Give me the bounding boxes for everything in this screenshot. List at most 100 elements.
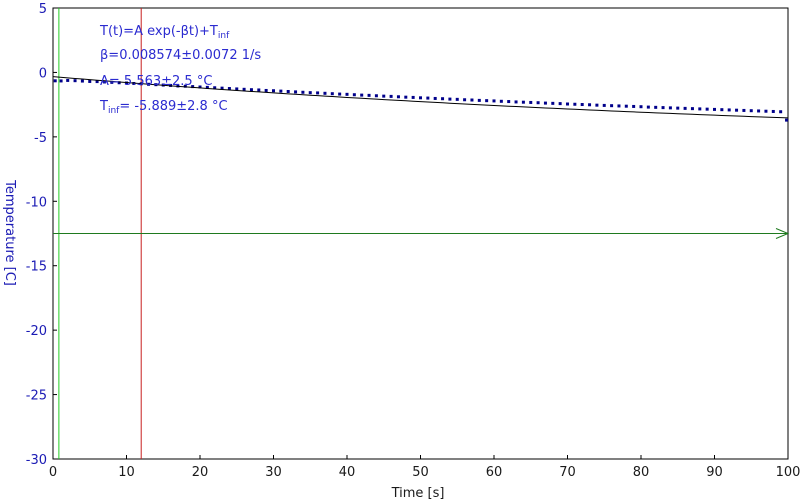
arrow-right-icon	[775, 228, 790, 239]
data-point	[191, 85, 195, 89]
data-point	[433, 96, 437, 100]
data-point	[294, 90, 298, 94]
data-point	[668, 106, 672, 110]
data-point	[345, 92, 349, 96]
data-point	[492, 99, 496, 103]
data-point	[499, 99, 503, 103]
data-point	[301, 90, 305, 94]
data-point	[580, 103, 584, 107]
x-axis-title: Time [s]	[391, 486, 445, 501]
data-point	[566, 102, 569, 106]
x-tick-label: 80	[633, 465, 650, 480]
data-point	[88, 79, 92, 83]
y-tick-label: -5	[34, 131, 47, 146]
data-point	[779, 110, 783, 114]
data-point	[720, 108, 724, 112]
data-point	[757, 109, 761, 113]
data-point	[536, 101, 540, 105]
data-point	[279, 89, 283, 93]
x-tick-label: 20	[192, 465, 209, 480]
data-point	[646, 105, 650, 109]
data-point	[529, 100, 533, 104]
x-tick-label: 50	[412, 465, 429, 480]
y-axis: 5 0 -5 -10 -15 -20 -25 -30	[26, 2, 57, 468]
data-point	[117, 81, 121, 85]
data-point	[624, 104, 628, 108]
data-point	[771, 109, 775, 113]
x-tick-label: 30	[265, 465, 282, 480]
data-point	[205, 85, 209, 89]
data-point	[735, 108, 739, 112]
data-point	[323, 91, 327, 95]
data-point	[338, 92, 342, 96]
data-point	[455, 97, 459, 101]
fit-tinf: Tinf= -5.889±2.8 °C	[99, 99, 228, 116]
data-point	[698, 107, 702, 111]
y-tick-label: 0	[39, 66, 47, 81]
y-tick-label: -10	[26, 195, 47, 210]
y-tick-label: -20	[26, 324, 47, 339]
data-point	[514, 100, 518, 104]
data-point	[272, 89, 275, 93]
data-point	[521, 100, 525, 104]
data-point	[249, 88, 253, 92]
data-point	[59, 79, 63, 83]
data-point	[463, 98, 467, 102]
data-point	[66, 78, 70, 82]
data-point	[441, 97, 445, 101]
data-point	[602, 103, 606, 107]
data-point	[242, 87, 246, 91]
data-point	[53, 79, 57, 83]
y-tick-label: -15	[26, 260, 47, 275]
data-point	[507, 100, 511, 104]
y-tick-label: 5	[39, 2, 47, 17]
data-point	[448, 97, 452, 101]
data-point	[742, 108, 746, 112]
data-point	[595, 103, 599, 107]
y-axis-title: Temperature [C]	[2, 179, 17, 286]
data-point	[632, 104, 636, 108]
data-point	[396, 95, 400, 99]
data-point	[257, 88, 261, 92]
data-point	[749, 109, 753, 113]
data-point	[102, 80, 106, 84]
y-tick-label: -25	[26, 389, 47, 404]
data-point	[477, 98, 481, 102]
data-point	[316, 91, 320, 95]
data-point	[676, 106, 680, 110]
data-point	[573, 102, 577, 106]
data-point	[727, 108, 731, 112]
x-tick-label: 70	[559, 465, 576, 480]
fit-beta: β=0.008574±0.0072 1/s	[100, 48, 261, 63]
data-point	[705, 107, 709, 111]
x-tick-label: 60	[486, 465, 503, 480]
data-point	[227, 87, 231, 91]
data-point	[80, 79, 84, 83]
data-point	[183, 84, 187, 88]
data-point	[683, 106, 687, 110]
data-point	[411, 95, 415, 99]
x-tick-label: 10	[118, 465, 135, 480]
data-point	[470, 98, 474, 102]
data-point	[73, 79, 77, 83]
data-point	[308, 91, 312, 95]
data-point	[551, 101, 555, 105]
data-point	[95, 80, 99, 84]
x-tick-label: 40	[339, 465, 356, 480]
data-point	[426, 96, 430, 100]
data-point	[352, 93, 356, 97]
data-point	[661, 106, 665, 110]
data-point	[330, 92, 334, 96]
data-point	[764, 109, 768, 113]
data-point	[639, 105, 643, 109]
data-point	[617, 104, 621, 108]
data-point	[382, 94, 386, 98]
data-point	[389, 94, 393, 98]
data-point	[110, 80, 114, 84]
fit-curve	[52, 76, 789, 119]
data-point	[374, 94, 378, 98]
data-point	[220, 86, 224, 90]
data-point	[713, 107, 716, 111]
data-point	[235, 87, 239, 91]
